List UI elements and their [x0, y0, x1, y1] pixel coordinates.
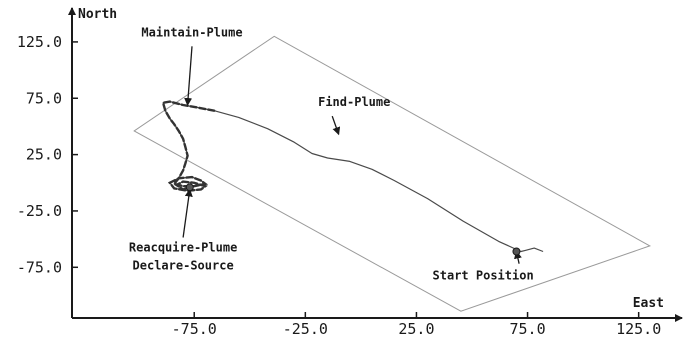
x-tick-label: -75.0	[172, 320, 217, 338]
y-tick-label: -25.0	[17, 202, 62, 220]
annotation-arrow	[184, 46, 193, 107]
annotation-label: Start Position	[433, 269, 534, 283]
trajectory-line-0	[162, 100, 544, 253]
x-tick-label: 25.0	[398, 320, 434, 338]
annotation-label: Maintain-Plume	[141, 25, 242, 39]
start-point	[512, 247, 521, 256]
x-tick-label: -25.0	[283, 320, 328, 338]
y-axis-title: North	[78, 7, 117, 22]
source-point	[185, 183, 194, 192]
annotation-label: Declare-Source	[133, 259, 234, 273]
search-area-boundary	[133, 35, 652, 312]
plume-segment-line	[161, 100, 216, 192]
x-tick-label: 75.0	[509, 320, 545, 338]
annotation-arrow	[182, 188, 193, 238]
x-tick-label: 125.0	[616, 320, 661, 338]
annotation-label: Find-Plume	[318, 95, 390, 109]
y-tick-label: 125.0	[17, 33, 62, 51]
annotation-label: Reacquire-Plume	[129, 241, 237, 255]
annotation-arrow	[331, 115, 341, 136]
y-tick-label: 25.0	[26, 146, 62, 164]
y-tick-label: -75.0	[17, 258, 62, 276]
x-axis-title: East	[633, 296, 664, 311]
y-tick-label: 75.0	[26, 89, 62, 107]
